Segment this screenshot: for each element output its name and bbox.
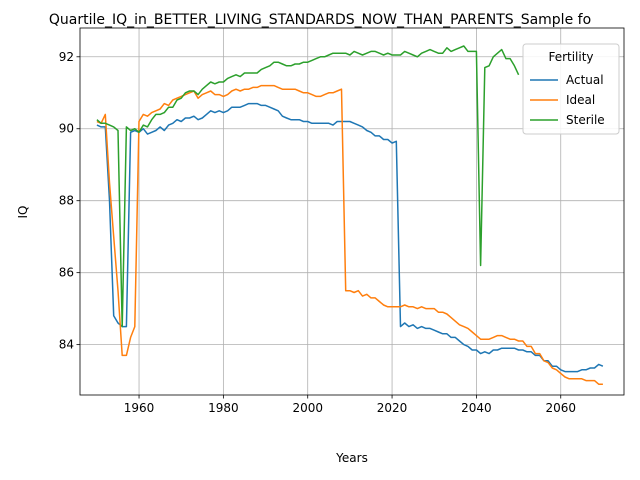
legend-label-sterile: Sterile: [566, 113, 605, 127]
y-tick-label: 90: [59, 122, 74, 136]
y-tick-label: 86: [59, 266, 74, 280]
legend-label-ideal: Ideal: [566, 93, 595, 107]
y-tick-label: 88: [59, 194, 74, 208]
legend-label-actual: Actual: [566, 73, 604, 87]
series-line-sterile: [96, 45, 520, 328]
legend-box: [522, 43, 620, 135]
x-tick-label: 2060: [545, 401, 576, 415]
x-axis-label: Years: [335, 451, 368, 465]
series-line-actual: [96, 102, 604, 373]
series-line-ideal: [96, 84, 603, 385]
x-tick-label: 1980: [208, 401, 239, 415]
x-tick-label: 2020: [377, 401, 408, 415]
y-axis-label: IQ: [16, 206, 30, 219]
x-tick-label: 1960: [124, 401, 155, 415]
legend-title: Fertility: [548, 50, 593, 64]
legend: Fertility Actual Ideal Sterile: [522, 43, 620, 135]
x-tick-label: 2000: [292, 401, 323, 415]
axis-ticks: 1960 1980 2000 2020 2040 2060 84 86 88 90 92: [59, 50, 576, 415]
plot-frame: [79, 27, 625, 396]
y-tick-label: 84: [59, 338, 74, 352]
legend-entries: Actual Ideal Sterile: [530, 73, 605, 127]
series-lines: [96, 45, 604, 385]
x-tick-label: 2040: [461, 401, 492, 415]
chart-title: Quartile_IQ_in_BETTER_LIVING_STANDARDS_N…: [49, 12, 591, 28]
y-tick-label: 92: [59, 50, 74, 64]
